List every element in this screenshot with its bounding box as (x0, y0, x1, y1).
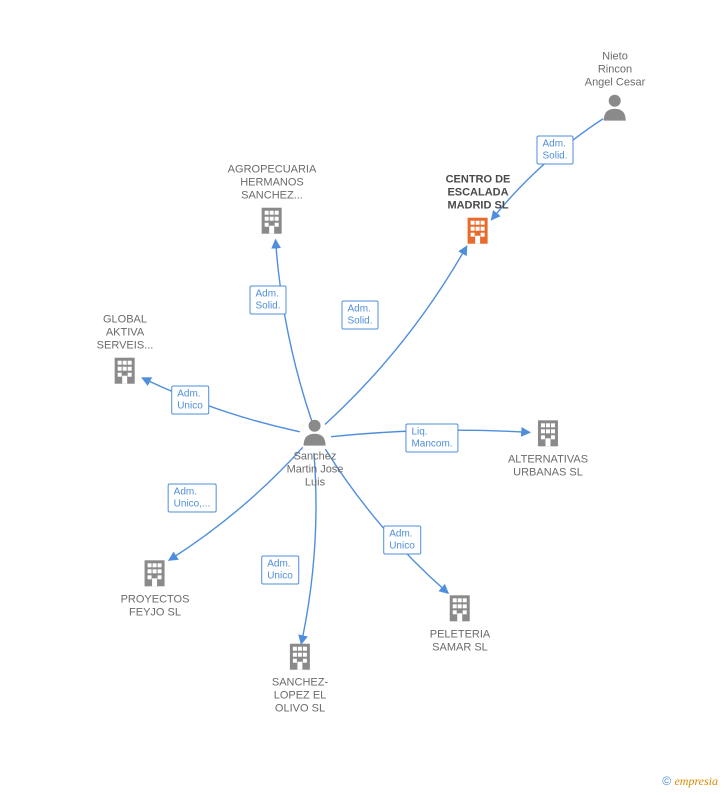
edge (276, 240, 312, 422)
edge-label: Adm. Unico (383, 526, 421, 555)
node-nieto[interactable]: Nieto Rincon Angel Cesar (585, 51, 646, 126)
building-icon (447, 593, 473, 623)
node-agro[interactable]: AGROPECUARIA HERMANOS SANCHEZ... (228, 164, 317, 241)
node-label: AGROPECUARIA HERMANOS SANCHEZ... (228, 164, 317, 204)
building-icon (465, 215, 491, 245)
building-icon (142, 558, 168, 588)
node-global[interactable]: GLOBAL AKTIVA SERVEIS... (97, 314, 154, 391)
node-label: PELETERIA SAMAR SL (430, 628, 491, 654)
node-sanchez[interactable]: Sanchez Martin Jose Luis (287, 418, 344, 493)
edge-label: Adm. Unico (171, 386, 209, 415)
node-centro[interactable]: CENTRO DE ESCALADA MADRID SL (446, 174, 511, 251)
building-icon (112, 355, 138, 385)
copyright-symbol: © (662, 774, 671, 788)
edge (325, 449, 448, 593)
building-icon (287, 642, 313, 672)
edge-label: Adm. Solid. (536, 136, 573, 165)
node-proyectos[interactable]: PROYECTOS FEYJO SL (121, 558, 190, 621)
node-label: ALTERNATIVAS URBANAS SL (508, 453, 588, 479)
node-label: GLOBAL AKTIVA SERVEIS... (97, 314, 154, 354)
building-icon (535, 418, 561, 448)
edge (325, 246, 467, 424)
edge-label: Liq. Mancom. (405, 424, 458, 453)
node-label: SANCHEZ- LOPEZ EL OLIVO SL (272, 677, 328, 717)
node-peleteria[interactable]: PELETERIA SAMAR SL (430, 593, 491, 656)
credit: © empresia (662, 774, 718, 789)
edge-label: Adm. Solid. (249, 286, 286, 315)
edge-label: Adm. Unico (261, 556, 299, 585)
edge (142, 378, 300, 432)
person-icon (302, 418, 328, 446)
brand-name: empresia (674, 774, 718, 788)
node-label: Nieto Rincon Angel Cesar (585, 51, 646, 91)
edge-label: Adm. Solid. (341, 301, 378, 330)
node-label: Sanchez Martin Jose Luis (287, 451, 344, 491)
network-diagram: Nieto Rincon Angel Cesar CENTRO DE ESCAL… (0, 0, 728, 795)
person-icon (602, 92, 628, 120)
building-icon (259, 205, 285, 235)
node-label: CENTRO DE ESCALADA MADRID SL (446, 174, 511, 214)
node-altern[interactable]: ALTERNATIVAS URBANAS SL (508, 418, 588, 481)
node-label: PROYECTOS FEYJO SL (121, 593, 190, 619)
node-olivo[interactable]: SANCHEZ- LOPEZ EL OLIVO SL (272, 642, 328, 719)
edge-label: Adm. Unico,... (168, 484, 217, 513)
